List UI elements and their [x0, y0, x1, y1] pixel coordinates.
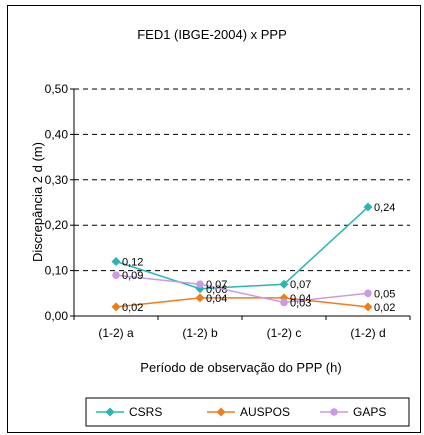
x-tick-label: (1-2) a [98, 326, 134, 340]
y-tick-label: 0,20 [45, 218, 69, 232]
data-label: 0,12 [122, 257, 143, 269]
legend-label: AUSPOS [240, 405, 290, 419]
legend-item-auspos: AUSPOS [207, 405, 290, 419]
x-tick-label: (1-2) c [267, 326, 302, 340]
y-axis-title: Discrepância 2 d (m) [30, 142, 45, 262]
data-label: 0,05 [374, 288, 395, 300]
data-point [196, 280, 204, 289]
data-point [112, 271, 120, 279]
data-point [111, 257, 121, 267]
x-ticks: (1-2) a (1-2) b (1-2) c (1-2) d [73, 316, 411, 340]
legend: CSRS AUSPOS GAPS [96, 405, 386, 419]
data-label: 0,07 [290, 279, 311, 291]
data-label: 0,02 [122, 302, 143, 314]
y-tick-label: 0,40 [45, 127, 69, 141]
data-point [363, 202, 373, 212]
chart-title: FED1 (IBGE-2004) x PPP [137, 27, 287, 42]
data-point [280, 298, 288, 307]
chart-frame [7, 5, 421, 433]
x-tick-label: (1-2) d [350, 326, 385, 340]
series-line-gaps [115, 274, 369, 304]
data-label: 0,02 [374, 302, 395, 314]
x-axis-title: Período de observação do PPP (h) [140, 360, 341, 375]
data-point [111, 302, 121, 312]
y-ticks: 0,00 0,10 0,20 0,30 0,40 0,50 [45, 82, 74, 323]
y-tick-label: 0,50 [45, 82, 69, 96]
series-layer: 0,120,06 0,070,240,020,04 0,040,020,090,07… [111, 202, 395, 314]
legend-swatch-marker [216, 407, 226, 417]
data-label: 0,03 [290, 297, 311, 309]
grid-lines [74, 88, 410, 272]
data-point [279, 279, 289, 289]
legend-swatch-marker [105, 407, 115, 417]
series-gaps: 0,09 0,07 0,03 0,05 [112, 270, 395, 309]
data-label: 0,24 [374, 202, 395, 214]
legend-item-csrs: CSRS [96, 405, 162, 419]
series-line-auspos [115, 297, 369, 308]
legend-label: GAPS [353, 405, 386, 419]
y-tick-label: 0,00 [45, 309, 69, 323]
legend-item-gaps: GAPS [320, 405, 386, 419]
series-csrs: 0,120,06 0,070,24 [111, 202, 395, 296]
series-line-csrs [115, 206, 369, 290]
data-point [364, 289, 372, 298]
data-label: 0,09 [122, 270, 143, 282]
legend-swatch-marker [330, 408, 338, 416]
data-point [195, 293, 205, 303]
data-label: 0,04 [206, 293, 227, 305]
legend-label: CSRS [129, 405, 162, 419]
x-tick-label: (1-2) b [182, 326, 218, 340]
data-label: 0,07 [206, 279, 227, 291]
data-point [363, 302, 373, 312]
y-tick-label: 0,10 [45, 264, 69, 278]
legend-box [85, 397, 410, 427]
y-tick-label: 0,30 [45, 173, 69, 187]
